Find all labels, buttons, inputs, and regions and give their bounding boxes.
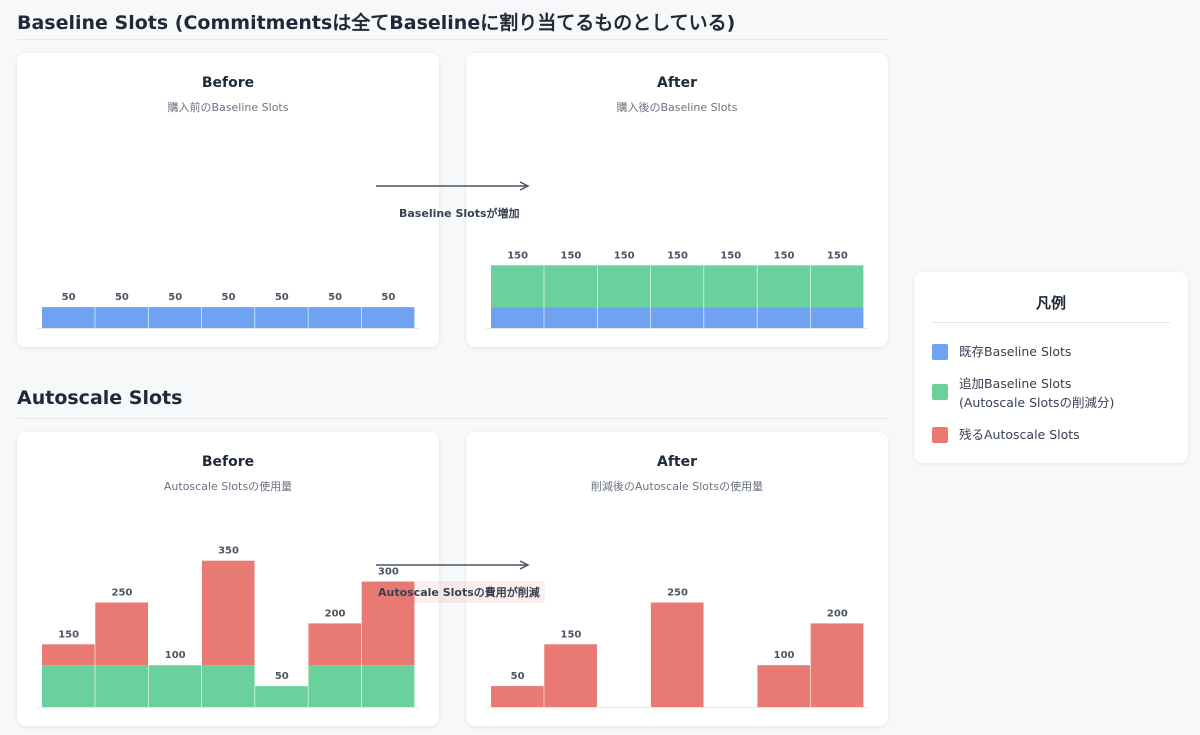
bar-value-label: 50: [511, 671, 525, 682]
bar-existing-baseline: [757, 307, 811, 328]
bar-value-label: 200: [827, 608, 848, 619]
bar-value-label: 150: [560, 629, 581, 640]
bar-autoscale: [201, 560, 255, 666]
bar-autoscale: [757, 665, 811, 707]
bar-value-label: 50: [275, 292, 289, 303]
legend-swatch: [932, 427, 948, 443]
bar-autoscale: [308, 623, 362, 666]
bar-value-label: 100: [165, 650, 186, 661]
autoscale-section-divider: [17, 418, 889, 419]
legend-divider: [932, 322, 1170, 323]
autoscale-section-title: Autoscale Slots: [17, 387, 183, 409]
card-title: Before: [201, 454, 255, 470]
bar-autoscale: [810, 623, 864, 707]
bar-autoscale: [95, 602, 148, 666]
bar-added-baseline: [491, 265, 544, 308]
legend-swatch: [932, 344, 948, 360]
card-subtitle: 削減後のAutoscale Slotsの使用量: [590, 480, 764, 493]
baseline-section-divider: [17, 39, 889, 40]
legend-label: 既存Baseline Slots: [959, 344, 1072, 359]
bar-value-label: 100: [774, 650, 795, 661]
bar-value-label: 150: [774, 250, 795, 261]
bar-value-label: 150: [827, 250, 848, 261]
bar-autoscale: [650, 602, 704, 707]
autoscale-before-chart: 150 250 100 350 50 200 300: [37, 546, 419, 708]
bar-value-label: 150: [560, 250, 581, 261]
bar-value-label: 150: [507, 250, 528, 261]
bar-added-baseline: [704, 265, 757, 308]
card-title: After: [656, 454, 698, 470]
baseline-after-chart: 150 150 150 150 150 150 150: [486, 250, 868, 329]
card-subtitle: Autoscale Slotsの使用量: [163, 480, 293, 493]
legend-swatch: [932, 384, 948, 400]
bar-added-baseline: [308, 665, 362, 707]
card-subtitle: 購入前のBaseline Slots: [167, 101, 289, 114]
baseline-section-title: Baseline Slots (Commitmentsは全てBaselineに割…: [17, 12, 736, 34]
card-title: Before: [201, 75, 255, 91]
bar-existing-baseline: [255, 307, 308, 328]
autoscale-after-card: After 削減後のAutoscale Slotsの使用量 50 150 250 10…: [466, 432, 888, 726]
bar-added-baseline: [650, 265, 704, 308]
autoscale-arrow-icon: [376, 560, 530, 570]
bar-added-baseline: [95, 665, 148, 707]
bar-existing-baseline: [42, 307, 95, 328]
legend-label: 追加Baseline Slots: [959, 376, 1072, 391]
bar-existing-baseline: [810, 307, 864, 328]
bar-existing-baseline: [361, 307, 415, 328]
legend-title: 凡例: [1035, 294, 1066, 312]
bar-autoscale: [491, 686, 544, 707]
bar-autoscale: [544, 644, 597, 707]
bar-value-label: 50: [328, 292, 342, 303]
bar-autoscale: [42, 644, 95, 666]
legend-panel: 凡例 既存Baseline Slots 追加Baseline Slots (Au…: [914, 272, 1188, 463]
autoscale-after-chart: 50 150 250 100 200: [486, 588, 868, 708]
baseline-after-card: After 購入後のBaseline Slots 150 150 150 150 150…: [466, 53, 888, 347]
bar-added-baseline: [148, 665, 202, 707]
bar-value-label: 350: [218, 546, 239, 557]
bar-added-baseline: [544, 265, 597, 308]
bar-existing-baseline: [148, 307, 202, 328]
bar-value-label: 50: [115, 292, 129, 303]
bar-existing-baseline: [201, 307, 255, 328]
bar-existing-baseline: [597, 307, 651, 328]
bar-added-baseline: [810, 265, 864, 308]
bar-added-baseline: [361, 665, 415, 707]
bar-added-baseline: [597, 265, 651, 308]
bar-existing-baseline: [704, 307, 757, 328]
bar-existing-baseline: [491, 307, 544, 328]
bar-value-label: 150: [614, 250, 635, 261]
autoscale-before-card: Before Autoscale Slotsの使用量 150 250 100 350 5…: [17, 432, 439, 726]
bar-value-label: 50: [222, 292, 236, 303]
bar-value-label: 50: [168, 292, 182, 303]
bar-value-label: 200: [325, 608, 346, 619]
bar-value-label: 150: [720, 250, 741, 261]
bar-existing-baseline: [95, 307, 148, 328]
bar-value-label: 50: [381, 292, 395, 303]
baseline-before-card: Before 購入前のBaseline Slots 50 50 50 50 50 50 50: [17, 53, 439, 347]
baseline-before-chart: 50 50 50 50 50 50 50: [37, 292, 419, 329]
autoscale-arrow-label: Autoscale Slotsの費用が削減: [373, 581, 545, 603]
bar-added-baseline: [42, 665, 95, 707]
bar-added-baseline: [201, 665, 255, 707]
legend-label: 残るAutoscale Slots: [959, 427, 1080, 442]
baseline-arrow-icon: [376, 181, 530, 191]
bar-value-label: 150: [58, 629, 79, 640]
legend-label-sub: (Autoscale Slotsの削減分): [959, 395, 1115, 410]
bar-existing-baseline: [308, 307, 362, 328]
bar-existing-baseline: [544, 307, 597, 328]
bar-value-label: 250: [111, 588, 132, 599]
card-title: After: [656, 75, 698, 91]
bar-added-baseline: [255, 686, 308, 707]
bar-value-label: 50: [62, 292, 76, 303]
baseline-arrow-label: Baseline Slotsが増加: [399, 207, 520, 220]
bar-value-label: 300: [378, 567, 399, 578]
card-subtitle: 購入後のBaseline Slots: [616, 101, 738, 114]
bar-value-label: 150: [667, 250, 688, 261]
bar-autoscale: [361, 581, 415, 666]
bar-value-label: 250: [667, 588, 688, 599]
bar-added-baseline: [757, 265, 811, 308]
bar-value-label: 50: [275, 671, 289, 682]
bar-existing-baseline: [650, 307, 704, 328]
